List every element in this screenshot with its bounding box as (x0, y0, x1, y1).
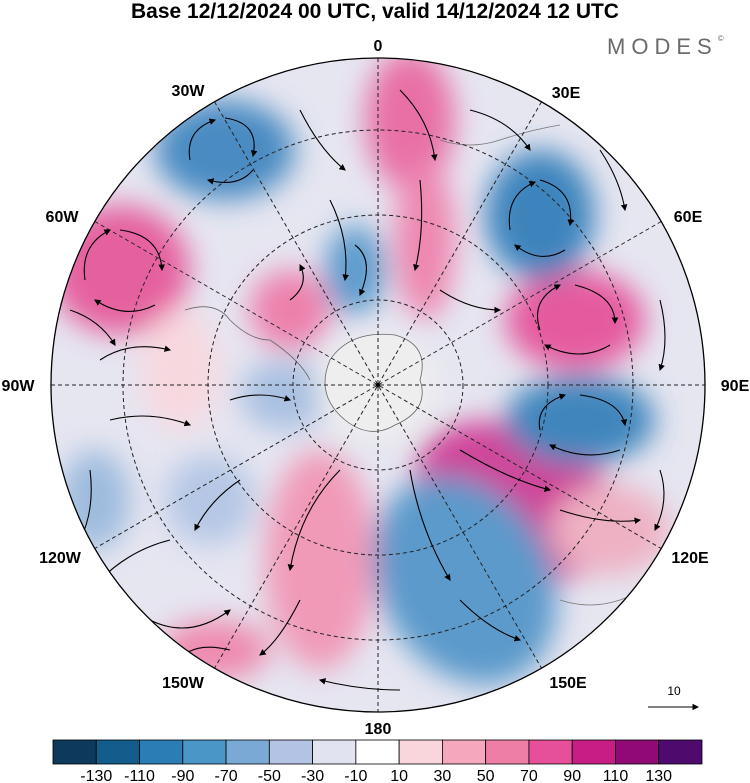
colorbar-swatch (398, 739, 443, 765)
label-30e: 30E (552, 85, 581, 102)
colorbar-swatch (95, 739, 140, 765)
colorbar-swatch (528, 739, 573, 765)
colorbar-swatch (225, 739, 270, 765)
colorbar-tick-label: 50 (477, 768, 495, 783)
colorbar-tick-label: -90 (171, 768, 194, 783)
colorbar-swatch (139, 739, 184, 765)
colorbar-swatch (182, 739, 227, 765)
wind-vectors (69, 89, 666, 701)
colorbar-tick-label: -110 (124, 768, 155, 783)
colorbar-swatch (571, 739, 616, 765)
colorbar-tick-label: 10 (390, 768, 408, 783)
label-150w: 150W (162, 675, 205, 692)
colorbar-swatch (658, 739, 703, 765)
colorbar-tick-label: 30 (434, 768, 452, 783)
map-title: Base 12/12/2024 00 UTC, valid 14/12/2024… (131, 0, 619, 23)
peninsula-coast (184, 306, 311, 381)
label-60w: 60W (46, 209, 80, 226)
label-60e: 60E (674, 209, 703, 226)
colorbar-swatch (355, 739, 400, 765)
longitude-labels: 0 30E 60E 90E 120E 150E 180 150W 120W 90… (2, 38, 750, 738)
colorbar-swatch (615, 739, 660, 765)
colorbar-swatch (312, 739, 357, 765)
colorbar-swatch (485, 739, 530, 765)
colorbar-swatch (268, 739, 314, 765)
reference-vector: 10 (648, 684, 700, 711)
graticule (51, 58, 705, 712)
colorbar-tick-label: -30 (301, 768, 324, 783)
reference-vector-label: 10 (667, 684, 681, 698)
colorbar: -130 -110 -90 -70 -50 -30 -10 10 30 50 70 90 110 130 (52, 739, 703, 783)
label-180: 180 (365, 721, 392, 738)
colorbar-tick-label: 90 (563, 768, 581, 783)
south-pole-marker (376, 383, 380, 387)
label-90w: 90W (2, 378, 36, 395)
colorbar-tick-label: -10 (344, 768, 367, 783)
label-30w: 30W (172, 83, 206, 100)
brand-logo: MODES© (607, 34, 724, 59)
colorbar-tick-label: 70 (520, 768, 538, 783)
colorbar-tick-label: -50 (258, 768, 281, 783)
label-90e: 90E (721, 378, 750, 395)
colorbar-tick-label: 110 (603, 768, 629, 783)
colorbar-tick-label: -70 (215, 768, 238, 783)
colorbar-tick-label: 130 (645, 768, 672, 783)
colorbar-tick-label: -130 (80, 768, 112, 783)
label-120w: 120W (39, 550, 82, 567)
colorbar-swatch (52, 739, 97, 765)
label-120e: 120E (671, 550, 709, 567)
label-0: 0 (374, 38, 383, 55)
africa-coast (439, 124, 561, 146)
label-150e: 150E (549, 675, 587, 692)
anomaly-field (51, 58, 705, 712)
colorbar-swatch (441, 739, 487, 765)
map-boundary (50, 57, 706, 713)
